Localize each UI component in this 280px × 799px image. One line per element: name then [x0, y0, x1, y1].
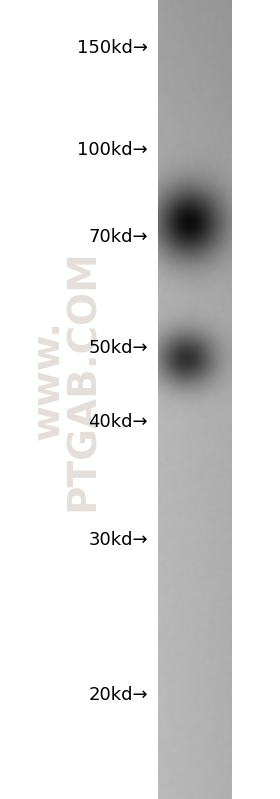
- Text: 70kd→: 70kd→: [88, 228, 148, 246]
- Text: 50kd→: 50kd→: [88, 339, 148, 357]
- Text: 100kd→: 100kd→: [77, 141, 148, 159]
- Text: 20kd→: 20kd→: [88, 686, 148, 704]
- Text: 30kd→: 30kd→: [88, 531, 148, 549]
- Text: 40kd→: 40kd→: [88, 413, 148, 431]
- Text: www.
PTGAB.COM: www. PTGAB.COM: [29, 249, 101, 511]
- Text: 150kd→: 150kd→: [77, 39, 148, 57]
